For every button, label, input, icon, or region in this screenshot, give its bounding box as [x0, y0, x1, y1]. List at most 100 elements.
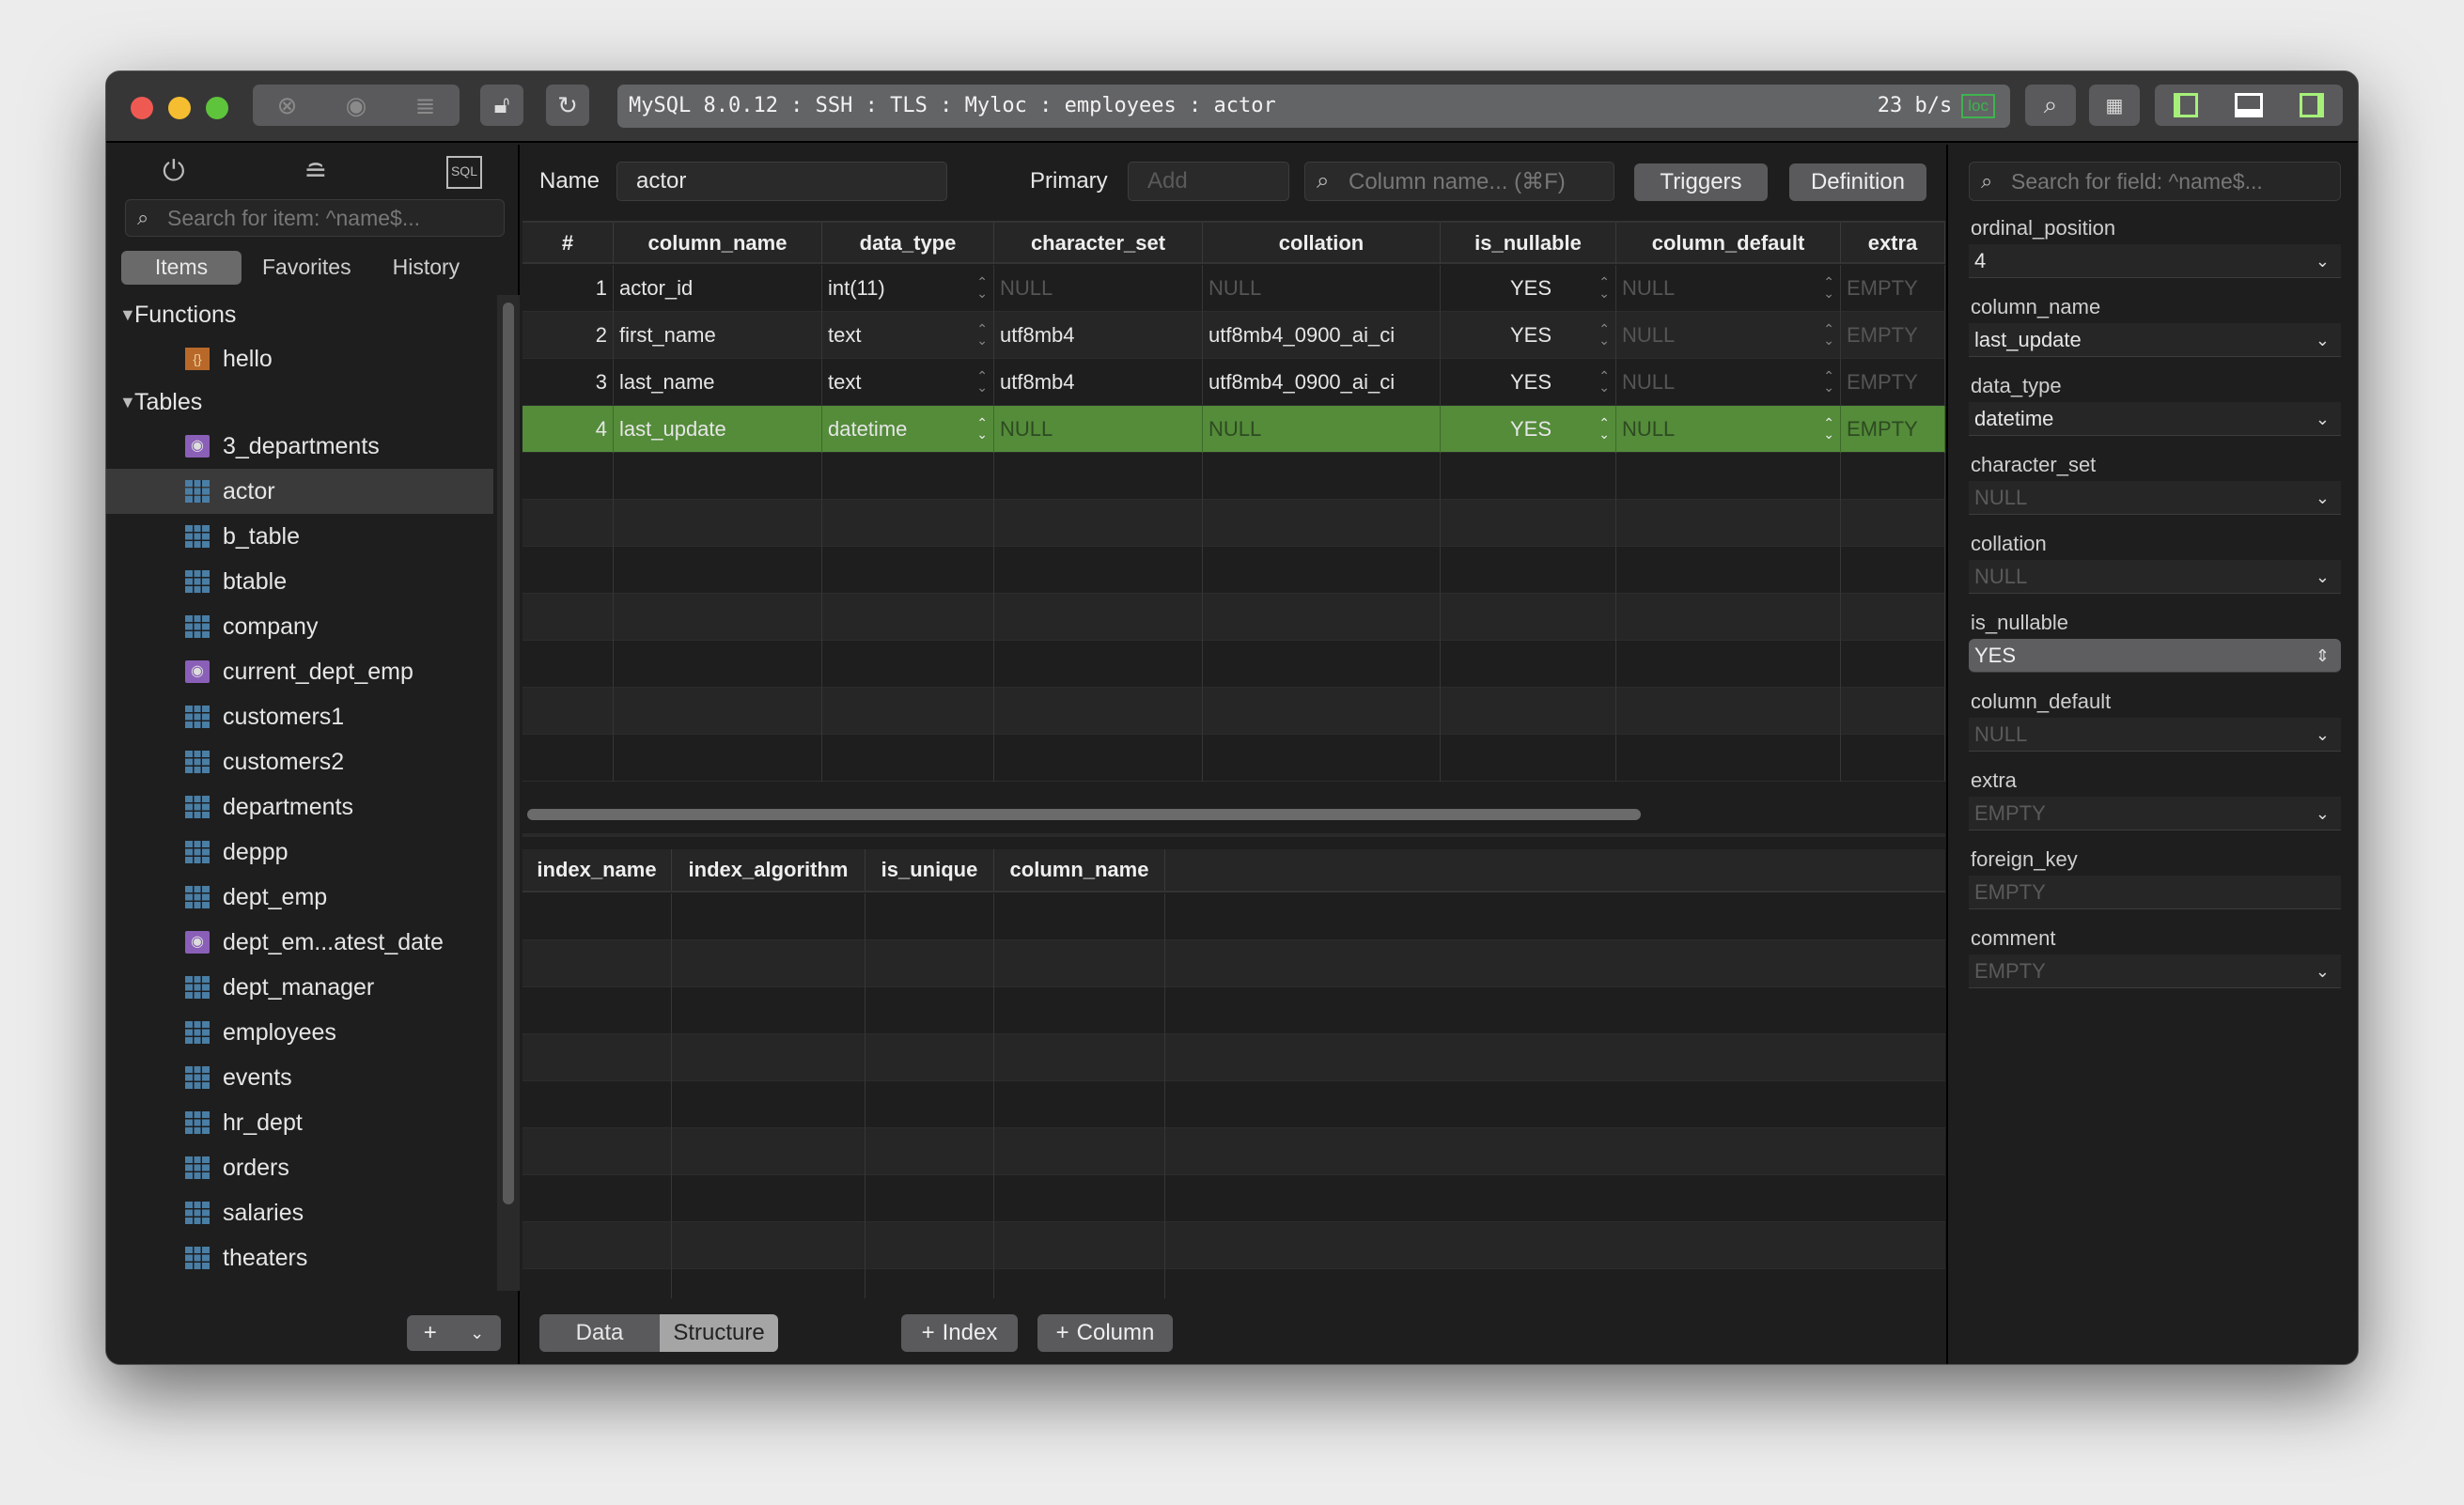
cell-index[interactable]: 3: [522, 359, 614, 406]
index-header-is_unique[interactable]: is_unique: [866, 849, 994, 891]
sidebar-tab-history[interactable]: History: [392, 255, 460, 279]
cell-index[interactable]: 4: [522, 406, 614, 453]
scrollbar-thumb[interactable]: [503, 303, 514, 1204]
sidebar-item-theaters[interactable]: theaters: [106, 1235, 493, 1280]
cell-data_type[interactable]: datetime ⌃ ⌄: [822, 406, 994, 453]
stepper-arrows-icon[interactable]: ⌃ ⌄: [1598, 274, 1610, 301]
table-name-input[interactable]: actor: [616, 162, 947, 201]
horizontal-scrollbar[interactable]: [527, 809, 1641, 820]
structure-tab[interactable]: Structure: [660, 1314, 778, 1352]
table-row[interactable]: 2 first_name text ⌃ ⌄ utf8mb4 utf8mb4_0900_ai_…: [522, 312, 1945, 359]
cell-data_type[interactable]: text ⌃ ⌄: [822, 312, 994, 359]
sidebar-item-customers2[interactable]: customers2: [106, 739, 493, 784]
cell-extra[interactable]: EMPTY: [1841, 406, 1945, 453]
cell-is_nullable[interactable]: YES ⌃ ⌄: [1441, 312, 1616, 359]
field-collation-select[interactable]: NULL ⌄: [1969, 560, 2341, 594]
cell-character_set[interactable]: utf8mb4: [994, 312, 1203, 359]
toggle-right-panel-icon[interactable]: [2300, 93, 2325, 117]
index-header-index_name[interactable]: index_name: [522, 849, 672, 891]
database-icon[interactable]: ≘: [304, 157, 328, 188]
cell-column_name[interactable]: last_update: [614, 406, 822, 453]
sidebar-scrollbar[interactable]: [497, 295, 520, 1291]
column-header-extra[interactable]: extra: [1841, 223, 1945, 264]
stepper-arrows-icon[interactable]: ⌃ ⌄: [1598, 415, 1610, 442]
sidebar-item-actor[interactable]: actor: [106, 469, 493, 514]
minimize-window-button[interactable]: [168, 97, 191, 119]
cell-column_name[interactable]: first_name: [614, 312, 822, 359]
search-button[interactable]: ⌕: [2025, 85, 2076, 126]
field-data_type-select[interactable]: datetime ⌄: [1969, 402, 2341, 436]
cell-extra[interactable]: EMPTY: [1841, 265, 1945, 312]
cell-column_default[interactable]: NULL ⌃ ⌄: [1616, 312, 1841, 359]
cell-character_set[interactable]: NULL: [994, 406, 1203, 453]
cell-data_type[interactable]: text ⌃ ⌄: [822, 359, 994, 406]
stepper-arrows-icon[interactable]: ⌃ ⌄: [1823, 368, 1834, 395]
cell-is_nullable[interactable]: YES ⌃ ⌄: [1441, 265, 1616, 312]
column-header-collation[interactable]: collation: [1203, 223, 1441, 264]
field-is_nullable-stepper[interactable]: YES ⇕: [1969, 639, 2341, 673]
cell-collation[interactable]: NULL: [1203, 406, 1441, 453]
lock-button[interactable]: 🔓︎: [480, 85, 523, 126]
field-extra-select[interactable]: EMPTY ⌄: [1969, 797, 2341, 830]
sidebar-item-deppp[interactable]: deppp: [106, 830, 493, 875]
disclosure-triangle-icon[interactable]: ▼: [119, 392, 136, 411]
cell-collation[interactable]: utf8mb4_0900_ai_ci: [1203, 312, 1441, 359]
console-log-icon[interactable]: ≣: [414, 90, 436, 119]
sidebar-item-orders[interactable]: orders: [106, 1145, 493, 1190]
cell-column_default[interactable]: NULL ⌃ ⌄: [1616, 359, 1841, 406]
sidebar-item-b_table[interactable]: b_table: [106, 514, 493, 559]
sidebar-item-dept_em...atest_date[interactable]: ◉ dept_em...atest_date: [106, 920, 493, 965]
field-foreign_key-input[interactable]: EMPTY: [1969, 876, 2341, 909]
reload-button[interactable]: ↻: [546, 85, 589, 126]
tree-group-functions[interactable]: ▼ Functions: [106, 292, 493, 337]
cell-column_name[interactable]: last_name: [614, 359, 822, 406]
column-search-input[interactable]: ⌕ Column name... (⌘F): [1304, 162, 1614, 201]
column-header-data_type[interactable]: data_type: [822, 223, 994, 264]
cell-character_set[interactable]: NULL: [994, 265, 1203, 312]
connection-plug-icon[interactable]: ⏻: [163, 156, 185, 187]
close-window-button[interactable]: [131, 97, 153, 119]
connection-address-bar[interactable]: MySQL 8.0.12 : SSH : TLS : Myloc : emplo…: [617, 85, 2010, 128]
sidebar-item-dept_emp[interactable]: dept_emp: [106, 875, 493, 920]
sql-query-icon[interactable]: SQL: [445, 156, 482, 189]
data-tab[interactable]: Data: [539, 1314, 660, 1352]
field-column_default-select[interactable]: NULL ⌄: [1969, 718, 2341, 752]
field-ordinal_position-select[interactable]: 4 ⌄: [1969, 244, 2341, 278]
cell-index[interactable]: 2: [522, 312, 614, 359]
sidebar-item-company[interactable]: company: [106, 604, 493, 649]
stepper-arrows-icon[interactable]: ⌃ ⌄: [1823, 321, 1834, 348]
stepper-arrows-icon[interactable]: ⌃ ⌄: [976, 274, 988, 301]
column-header-index[interactable]: #: [522, 223, 614, 264]
sidebar-search-input[interactable]: ⌕ Search for item: ^name$...: [125, 199, 505, 237]
sidebar-item-employees[interactable]: employees: [106, 1010, 493, 1055]
sidebar-item-hr_dept[interactable]: hr_dept: [106, 1100, 493, 1145]
cell-extra[interactable]: EMPTY: [1841, 312, 1945, 359]
cell-collation[interactable]: utf8mb4_0900_ai_ci: [1203, 359, 1441, 406]
stepper-arrows-icon[interactable]: ⌃ ⌄: [976, 415, 988, 442]
add-column-button[interactable]: + Column: [1037, 1314, 1173, 1352]
add-item-button[interactable]: + ⌄: [407, 1315, 501, 1351]
table-row[interactable]: 4 last_update datetime ⌃ ⌄ NULL NULL YES ⌃ ⌄ NULL ⌃…: [522, 406, 1945, 453]
field-comment-select[interactable]: EMPTY ⌄: [1969, 954, 2341, 988]
column-header-character_set[interactable]: character_set: [994, 223, 1203, 264]
sidebar-item-dept_manager[interactable]: dept_manager: [106, 965, 493, 1010]
stop-icon[interactable]: ⊗: [276, 90, 298, 119]
sidebar-item-hello[interactable]: {} hello: [106, 336, 493, 381]
chevron-down-icon[interactable]: ⌄: [470, 1323, 485, 1342]
sidebar-item-departments[interactable]: departments: [106, 784, 493, 830]
disclosure-triangle-icon[interactable]: ▼: [119, 304, 136, 324]
column-header-column_name[interactable]: column_name: [614, 223, 822, 264]
sidebar-item-salaries[interactable]: salaries: [106, 1190, 493, 1235]
field-column_name-select[interactable]: last_update ⌄: [1969, 323, 2341, 357]
toggle-bottom-panel-icon[interactable]: [2234, 93, 2263, 117]
cell-collation[interactable]: NULL: [1203, 265, 1441, 312]
zoom-window-button[interactable]: [206, 97, 228, 119]
column-header-is_nullable[interactable]: is_nullable: [1441, 223, 1616, 264]
table-row[interactable]: 1 actor_id int(11) ⌃ ⌄ NULL NULL YES ⌃ ⌄ NULL ⌃ ⌄ EMP…: [522, 265, 1945, 312]
cell-character_set[interactable]: utf8mb4: [994, 359, 1203, 406]
sidebar-item-customers1[interactable]: customers1: [106, 694, 493, 739]
field-character_set-select[interactable]: NULL ⌄: [1969, 481, 2341, 515]
cell-data_type[interactable]: int(11) ⌃ ⌄: [822, 265, 994, 312]
primary-key-input[interactable]: Add: [1128, 162, 1289, 201]
stepper-arrows-icon[interactable]: ⌃ ⌄: [976, 368, 988, 395]
